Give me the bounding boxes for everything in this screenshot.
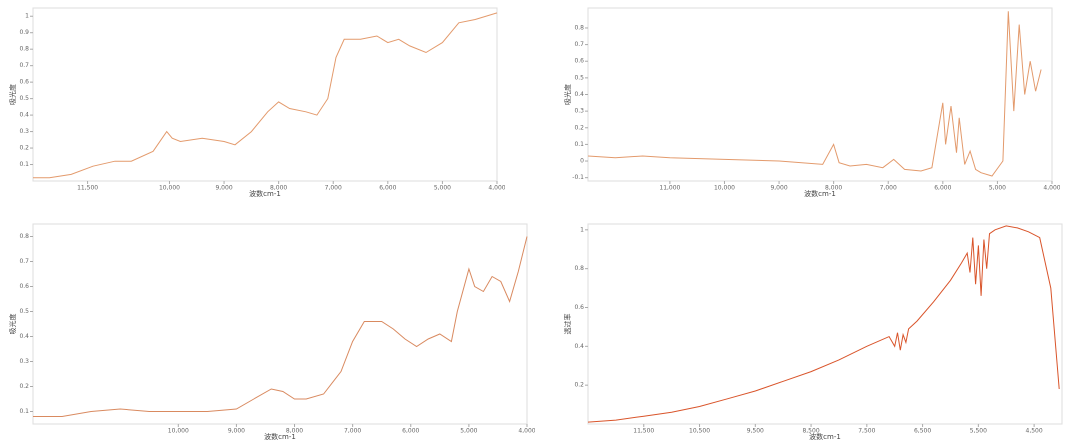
x-tick-label: 6,000 (402, 428, 419, 435)
y-tick-label: 0.3 (19, 128, 29, 135)
plot-frame (32, 7, 498, 182)
x-tick-label: 5,000 (434, 185, 451, 192)
plot-frame (32, 223, 528, 425)
y-tick-label: 1 (580, 226, 584, 233)
x-tick-label: 10,000 (159, 185, 180, 192)
y-tick-label: 0 (580, 158, 584, 165)
x-tick-label: 7,500 (858, 428, 875, 435)
y-tick-label: 1 (25, 13, 29, 20)
y-tick-label: 0.3 (574, 108, 584, 115)
x-tick-label: 4,000 (1043, 185, 1060, 192)
y-tick-label: 0.9 (19, 29, 29, 36)
y-tick-label: 0.6 (19, 283, 29, 290)
x-tick-label: 6,500 (914, 428, 931, 435)
spectrum-line (587, 11, 1042, 177)
y-tick-label: 0.8 (19, 46, 29, 53)
x-tick-label: 4,500 (1026, 428, 1043, 435)
y-tick-label: 0.6 (574, 58, 584, 65)
y-axis-title: 透过率 (563, 314, 572, 335)
x-tick-label: 7,000 (880, 185, 897, 192)
x-tick-label: 6,000 (379, 185, 396, 192)
x-tick-label: 7,000 (325, 185, 342, 192)
y-axis-title: 吸光度 (8, 314, 17, 335)
x-tick-label: 10,000 (714, 185, 735, 192)
x-tick-label: 7,000 (344, 428, 361, 435)
x-tick-label: 9,000 (215, 185, 232, 192)
spectrum-line (587, 225, 1060, 423)
x-tick-label: 5,500 (970, 428, 987, 435)
y-tick-label: 0.1 (574, 141, 584, 148)
x-tick-label: 8,500 (802, 428, 819, 435)
x-tick-label: 5,000 (989, 185, 1006, 192)
spectrum-chart: 0.2 0.4 0.6 0.8 1 11,500 10,500 9,500 8,500 7,500… (563, 223, 1063, 440)
y-tick-label: 0.8 (19, 233, 29, 240)
x-axis-title: 波数cm-1 (804, 189, 836, 197)
x-tick-label: 9,500 (747, 428, 764, 435)
y-tick-label: 0.5 (19, 95, 29, 102)
x-tick-label: 8,000 (825, 185, 842, 192)
y-tick-label: 0.4 (19, 112, 29, 119)
y-tick-label: 0.7 (19, 258, 29, 265)
y-tick-label: 0.1 (19, 161, 29, 168)
y-tick-label: 0.4 (574, 91, 584, 98)
y-tick-label: 0.5 (19, 308, 29, 315)
y-tick-label: -0.1 (572, 174, 584, 181)
y-tick-label: 0.7 (574, 41, 584, 48)
y-tick-label: 0.2 (19, 383, 29, 390)
y-tick-label: 0.3 (19, 358, 29, 365)
spectrum-chart: 0.1 0.2 0.3 0.4 0.5 0.6 0.7 0.8 0.9 1 11,500 10,000… (8, 7, 505, 197)
x-axis-title: 波数cm-1 (809, 432, 841, 440)
x-tick-label: 9,000 (770, 185, 787, 192)
y-axis-title: 吸光度 (8, 84, 17, 105)
x-tick-label: 11,500 (633, 428, 654, 435)
x-tick-label: 10,500 (689, 428, 710, 435)
y-tick-label: 0.7 (19, 62, 29, 69)
y-tick-label: 0.8 (574, 24, 584, 31)
x-tick-label: 4,000 (518, 428, 535, 435)
x-tick-label: 10,000 (168, 428, 189, 435)
x-tick-label: 5,000 (460, 428, 477, 435)
x-tick-label: 4,000 (488, 185, 505, 192)
x-tick-label: 11,500 (77, 185, 98, 192)
x-axis-title: 波数cm-1 (264, 432, 296, 440)
plot-frame (587, 223, 1063, 425)
y-tick-label: 0.6 (19, 79, 29, 86)
x-tick-label: 6,000 (934, 185, 951, 192)
x-tick-label: 11,000 (659, 185, 680, 192)
y-tick-label: 0.2 (19, 145, 29, 152)
y-tick-label: 0.2 (574, 124, 584, 131)
spectrum-line (33, 236, 528, 417)
x-tick-label: 8,000 (270, 185, 287, 192)
plot-frame (587, 7, 1053, 182)
x-tick-label: 8,000 (286, 428, 303, 435)
y-tick-label: 0.2 (574, 382, 584, 389)
y-tick-label: 0.4 (19, 333, 29, 340)
y-axis-title: 吸光度 (563, 84, 572, 105)
spectrum-chart: -0.1 0 0.1 0.2 0.3 0.4 0.5 0.6 0.7 0.8 11,000 10,00… (563, 7, 1060, 197)
x-tick-label: 9,000 (228, 428, 245, 435)
y-tick-label: 0.6 (574, 304, 584, 311)
y-tick-label: 0.8 (574, 265, 584, 272)
y-tick-label: 0.1 (19, 408, 29, 415)
y-tick-label: 0.4 (574, 343, 584, 350)
spectrum-line (33, 12, 498, 179)
y-tick-label: 0.5 (574, 74, 584, 81)
x-axis-title: 波数cm-1 (249, 189, 281, 197)
spectrum-chart: 0.1 0.2 0.3 0.4 0.5 0.6 0.7 0.8 10,000 9,000 8,000… (8, 223, 535, 440)
